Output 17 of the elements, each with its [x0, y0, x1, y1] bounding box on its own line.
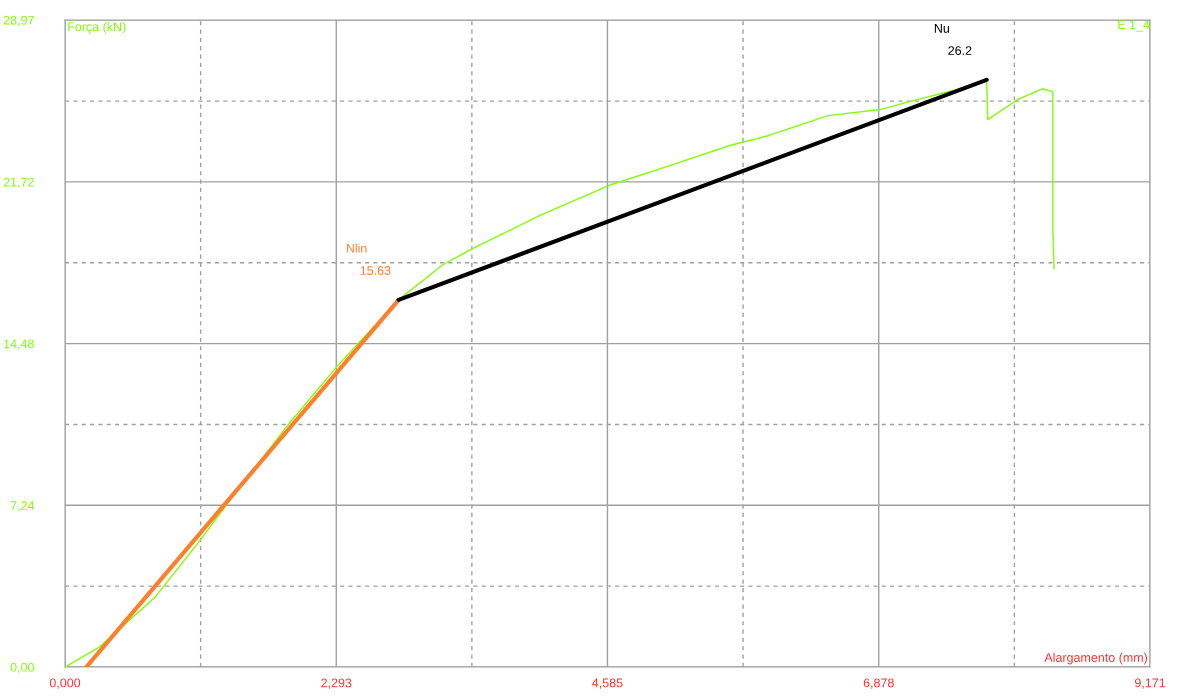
y-tick-label: 28,97 — [3, 15, 34, 27]
text: Nlin — [346, 243, 367, 253]
text: E 1_4 — [1118, 20, 1150, 32]
y-tick-label: 0,00 — [10, 662, 34, 674]
x-tick-label: 9,171 — [1134, 678, 1166, 689]
annotation: 15.63 — [360, 266, 391, 275]
y-tick-label: 21,72 — [3, 177, 34, 189]
x-tick-label: 4,585 — [592, 678, 623, 689]
y-tick-label: 7,24 — [10, 501, 35, 512]
x-tick-label: 0,000 — [49, 678, 81, 689]
y-tick-label: 14,48 — [4, 339, 34, 350]
y-axis-title: Força (kN) — [68, 21, 126, 34]
annotation: 26.2 — [948, 46, 972, 55]
x-axis-title: Alargamento (mm) — [1044, 652, 1148, 665]
text: Nu — [934, 24, 949, 33]
x-tick-label: 6,878 — [863, 678, 894, 689]
x-tick-label: 2,293 — [321, 678, 352, 689]
